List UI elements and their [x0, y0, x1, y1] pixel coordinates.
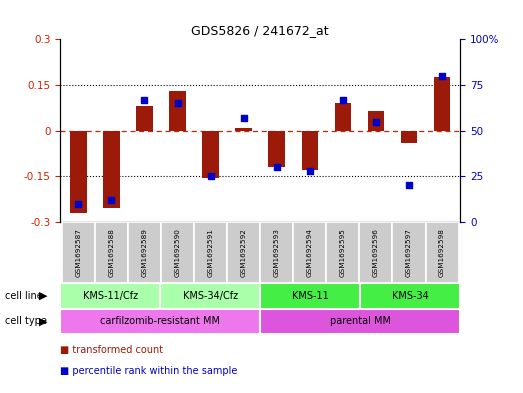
Bar: [335, 103, 351, 130]
Bar: [60, 309, 260, 334]
Bar: [360, 283, 460, 309]
Bar: [326, 222, 359, 283]
Text: GSM1692591: GSM1692591: [208, 228, 213, 277]
Text: parental MM: parental MM: [329, 316, 391, 326]
Text: ▶: ▶: [39, 291, 48, 301]
Text: GSM1692596: GSM1692596: [373, 228, 379, 277]
Text: cell line: cell line: [5, 291, 43, 301]
Text: GSM1692588: GSM1692588: [108, 228, 115, 277]
Bar: [434, 77, 450, 130]
Bar: [60, 283, 160, 309]
Point: [305, 168, 314, 174]
Point: [74, 200, 83, 207]
Text: GSM1692595: GSM1692595: [340, 228, 346, 277]
Bar: [62, 222, 95, 283]
Text: GSM1692592: GSM1692592: [241, 228, 247, 277]
Bar: [293, 222, 326, 283]
Bar: [194, 222, 227, 283]
Text: ■ transformed count: ■ transformed count: [60, 345, 163, 355]
Point: [405, 182, 413, 189]
Point: [207, 173, 215, 180]
Bar: [103, 130, 120, 208]
Bar: [260, 222, 293, 283]
Title: GDS5826 / 241672_at: GDS5826 / 241672_at: [191, 24, 329, 37]
Bar: [235, 128, 252, 130]
Bar: [426, 222, 459, 283]
Point: [240, 115, 248, 121]
Point: [339, 96, 347, 103]
Bar: [227, 222, 260, 283]
Bar: [268, 130, 285, 167]
Text: ■ percentile rank within the sample: ■ percentile rank within the sample: [60, 366, 237, 376]
Bar: [302, 130, 318, 170]
Text: KMS-11/Cfz: KMS-11/Cfz: [83, 291, 138, 301]
Bar: [392, 222, 426, 283]
Point: [107, 197, 116, 203]
Text: KMS-34/Cfz: KMS-34/Cfz: [183, 291, 238, 301]
Bar: [95, 222, 128, 283]
Point: [372, 118, 380, 125]
Bar: [136, 106, 153, 130]
Text: GSM1692597: GSM1692597: [406, 228, 412, 277]
Text: GSM1692590: GSM1692590: [175, 228, 180, 277]
Text: GSM1692593: GSM1692593: [274, 228, 280, 277]
Text: GSM1692587: GSM1692587: [75, 228, 82, 277]
Bar: [401, 130, 417, 143]
Bar: [368, 111, 384, 130]
Point: [438, 73, 446, 79]
Text: GSM1692598: GSM1692598: [439, 228, 445, 277]
Bar: [70, 130, 87, 213]
Text: KMS-34: KMS-34: [392, 291, 429, 301]
Point: [140, 96, 149, 103]
Bar: [161, 222, 194, 283]
Point: [272, 164, 281, 171]
Text: GSM1692589: GSM1692589: [141, 228, 147, 277]
Point: [173, 100, 181, 107]
Text: GSM1692594: GSM1692594: [307, 228, 313, 277]
Text: cell type: cell type: [5, 316, 47, 326]
Bar: [169, 91, 186, 130]
Bar: [260, 309, 460, 334]
Text: ▶: ▶: [39, 316, 48, 326]
Bar: [359, 222, 392, 283]
Bar: [160, 283, 260, 309]
Text: carfilzomib-resistant MM: carfilzomib-resistant MM: [100, 316, 220, 326]
Bar: [202, 130, 219, 178]
Bar: [128, 222, 161, 283]
Bar: [260, 283, 360, 309]
Text: KMS-11: KMS-11: [292, 291, 328, 301]
